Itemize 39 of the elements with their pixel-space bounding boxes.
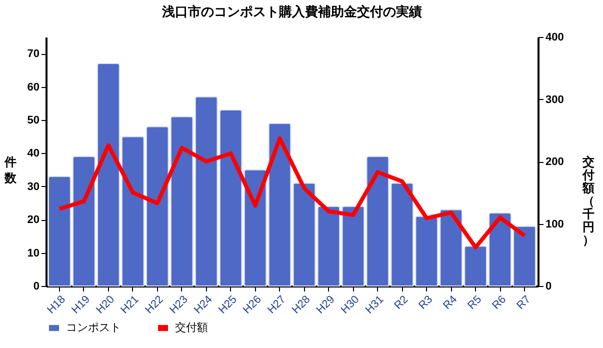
y-axis-title: 件数 xyxy=(4,155,18,185)
y-tick-label: 70 xyxy=(27,48,40,60)
x-tick-label: H25 xyxy=(216,294,240,316)
x-tick-label: R5 xyxy=(466,294,484,312)
x-tick-label: R4 xyxy=(441,294,460,312)
x-tick-label: H30 xyxy=(338,294,362,316)
x-tick-label: H19 xyxy=(70,294,92,316)
x-tick-label: R3 xyxy=(416,294,436,312)
y-tick-label: 10 xyxy=(27,247,40,260)
y2-tick-label: 0 xyxy=(546,280,552,292)
x-tick-label: R2 xyxy=(392,294,411,312)
y-tick-label: 60 xyxy=(27,81,40,94)
x-tick-label: H22 xyxy=(143,294,166,316)
x-tick-label: H31 xyxy=(363,294,386,316)
x-tick-label: H20 xyxy=(94,294,117,316)
y-tick-label: 30 xyxy=(27,180,40,193)
y2-tick-label: 200 xyxy=(546,156,564,168)
y2-tick-label: 100 xyxy=(546,218,564,230)
chart-title: 浅口市のコンポスト購入費補助金交付の実績 xyxy=(161,4,422,19)
x-tick-label: H28 xyxy=(290,294,313,316)
y-tick-label: 20 xyxy=(27,214,40,226)
x-tick-label: H23 xyxy=(168,294,190,316)
y2-axis-title: 交付額（千円） xyxy=(582,155,594,247)
x-tick-label: R6 xyxy=(490,294,509,312)
legend-label: コンポスト xyxy=(66,322,121,334)
x-tick-label: H27 xyxy=(265,294,288,316)
y-tick-label: 0 xyxy=(33,280,40,292)
x-tick-label: H26 xyxy=(241,294,264,316)
y2-tick-label: 300 xyxy=(546,94,564,106)
x-tick-label: H18 xyxy=(45,294,68,316)
line-series xyxy=(57,136,527,250)
x-tick-label: R7 xyxy=(514,294,534,312)
x-tick-label: H29 xyxy=(314,294,338,316)
x-tick-label: H24 xyxy=(192,294,215,316)
legend-label: 交付額 xyxy=(175,321,208,334)
y-tick-label: 40 xyxy=(27,148,40,160)
y2-tick-label: 400 xyxy=(546,32,564,44)
x-tick-label: H21 xyxy=(118,294,142,316)
y-tick-label: 50 xyxy=(27,114,40,126)
